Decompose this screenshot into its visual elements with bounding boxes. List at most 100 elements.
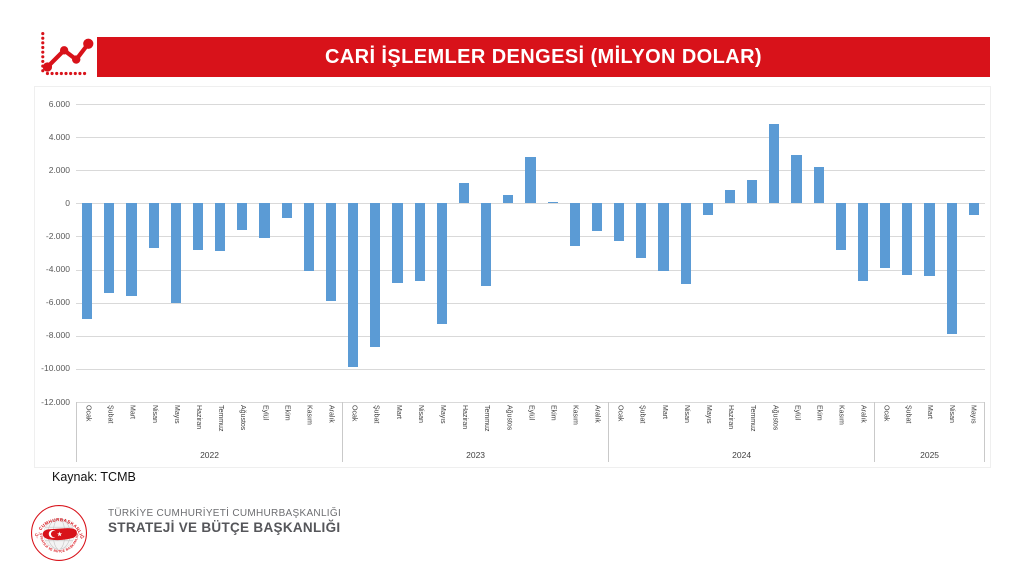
bar-slot xyxy=(785,104,807,402)
year-label: 2023 xyxy=(466,450,486,460)
gridline xyxy=(76,269,985,271)
x-tick-label: Ekim xyxy=(815,405,823,421)
x-tick-label: Temmuz xyxy=(749,405,757,432)
year-label: 2025 xyxy=(920,450,940,460)
year-group-2022: Ocak Şubat Mart Nisan Mayıs Haziran Temmuz Ağus… xyxy=(76,104,342,462)
bar-2024-Eylül xyxy=(791,155,802,204)
gridline xyxy=(76,203,985,205)
bar-2022-Nisan xyxy=(148,203,159,249)
x-tick-label: Kasım xyxy=(837,405,845,425)
gridline xyxy=(76,302,985,304)
bar-2023-Aralık xyxy=(591,203,603,232)
bar-2025-Mayıs xyxy=(968,203,979,215)
bar-slot xyxy=(187,104,209,402)
org-seal: T.C. CUMHURBAŞKANLIĞI STRATEJİ VE BÜTÇE … xyxy=(29,500,88,562)
bar-2022-Mayıs xyxy=(170,203,181,303)
bar-2023-Nisan xyxy=(414,203,425,282)
x-tick-label: Temmuz xyxy=(483,405,491,432)
year-group-labels: Ocak Şubat Mart Nisan Mayıs Haziran Temmuz Ağus… xyxy=(608,402,874,462)
bar-2023-Ocak xyxy=(348,203,359,368)
x-tick-label: Eylül xyxy=(261,405,269,421)
bar-slot xyxy=(652,104,674,402)
x-tick-label: Temmuz xyxy=(217,405,225,432)
title-banner: CARİ İŞLEMLER DENGESİ (MİLYON DOLAR) xyxy=(97,37,990,77)
bar-slot xyxy=(431,104,453,402)
bar-slot xyxy=(475,104,497,402)
bar-2024-Temmuz xyxy=(747,180,758,204)
bar-slot xyxy=(76,104,98,402)
bar-2022-Ağustos xyxy=(237,203,248,230)
org-seal-svg: T.C. CUMHURBAŞKANLIĞI STRATEJİ VE BÜTÇE … xyxy=(29,500,87,561)
x-tick-label: Ocak xyxy=(616,405,624,422)
bar-2022-Kasım xyxy=(303,203,314,272)
gridline xyxy=(76,236,985,238)
header: CARİ İŞLEMLER DENGESİ (MİLYON DOLAR) xyxy=(35,28,990,80)
year-group-labels: Ocak Şubat Mart Nisan Mayıs Haziran Temmuz Ağus… xyxy=(76,402,342,462)
y-tick-label: -4.000 xyxy=(45,264,70,275)
bar-slot xyxy=(519,104,541,402)
bar-slot xyxy=(763,104,785,402)
x-tick-label: Haziran xyxy=(195,405,203,430)
x-tick-label: Haziran xyxy=(461,405,469,430)
x-tick-label: Mayıs xyxy=(172,405,180,424)
x-tick-label: Ağustos xyxy=(239,405,247,431)
source-note: Kaynak: TCMB xyxy=(52,470,136,484)
plot-area: Ocak Şubat Mart Nisan Mayıs Haziran Temmuz Ağus… xyxy=(76,104,985,462)
year-group-labels: Ocak Şubat Mart Nisan Mayıs Haziran Temmuz Ağus… xyxy=(342,402,608,462)
year-group-2023: Ocak Şubat Mart Nisan Mayıs Haziran Temmuz Ağus… xyxy=(342,104,608,462)
bar-2024-Kasım xyxy=(835,203,846,250)
y-tick-label: 4.000 xyxy=(48,131,70,142)
bar-2022-Aralık xyxy=(325,203,337,301)
y-tick-label: -2.000 xyxy=(45,230,70,241)
x-tick-label: Eylül xyxy=(527,405,535,421)
x-tick-label: Şubat xyxy=(638,405,646,424)
bar-slot xyxy=(298,104,320,402)
bar-slot xyxy=(98,104,120,402)
bar-2024-Ağustos xyxy=(769,123,780,204)
x-tick-label: Nisan xyxy=(947,405,955,423)
bar-2024-Ocak xyxy=(614,203,625,242)
bar-slot xyxy=(586,104,608,402)
x-tick-label: Mayıs xyxy=(705,405,713,424)
x-tick-label: Mart xyxy=(128,405,136,419)
bar-slot xyxy=(409,104,431,402)
bar-slot xyxy=(719,104,741,402)
bar-2023-Haziran xyxy=(458,183,470,204)
gridline xyxy=(76,137,985,139)
bar-2022-Şubat xyxy=(104,203,115,293)
bar-2023-Eylül xyxy=(525,156,536,204)
x-tick-label: Mart xyxy=(394,405,402,419)
bar-2024-Nisan xyxy=(680,203,691,285)
x-tick-label: Şubat xyxy=(372,405,380,424)
x-tick-label: Haziran xyxy=(727,405,735,430)
bar-2024-Ekim xyxy=(813,166,824,204)
y-tick-label: 6.000 xyxy=(48,98,70,109)
bar-2023-Mart xyxy=(392,203,403,283)
bar-2023-Ekim xyxy=(547,201,558,204)
bar-2024-Şubat xyxy=(636,203,647,258)
x-tick-label: Aralık xyxy=(859,405,867,423)
x-tick-label: Eylül xyxy=(793,405,801,421)
x-tick-label: Ekim xyxy=(549,405,557,421)
bar-2025-Ocak xyxy=(880,203,891,268)
x-tick-label: Aralık xyxy=(593,405,601,423)
bar-2024-Aralık xyxy=(857,203,869,282)
bar-2023-Mayıs xyxy=(436,203,447,325)
x-tick-label: Nisan xyxy=(150,405,158,423)
year-label: 2022 xyxy=(200,450,219,460)
x-tick-label: Ağustos xyxy=(771,405,779,431)
y-axis: 6.000 4.000 2.000 0 -2.000 -4.000 -6.000 -8.000… xyxy=(32,99,70,406)
x-tick-label: Ocak xyxy=(882,405,890,422)
org-name: TÜRKİYE CUMHURİYETİ CUMHURBAŞKANLIĞI STR… xyxy=(108,508,341,535)
bar-2025-Nisan xyxy=(946,203,957,335)
bar-slot xyxy=(542,104,564,402)
bar-2023-Ağustos xyxy=(503,195,514,204)
x-tick-label: Mayıs xyxy=(969,405,977,424)
gridline xyxy=(76,104,985,105)
bar-slot xyxy=(918,104,940,402)
bar-slot xyxy=(874,104,896,402)
x-tick-label: Şubat xyxy=(106,405,114,424)
bar-slot xyxy=(941,104,963,402)
bar-slot xyxy=(697,104,719,402)
bar-slot xyxy=(231,104,253,402)
